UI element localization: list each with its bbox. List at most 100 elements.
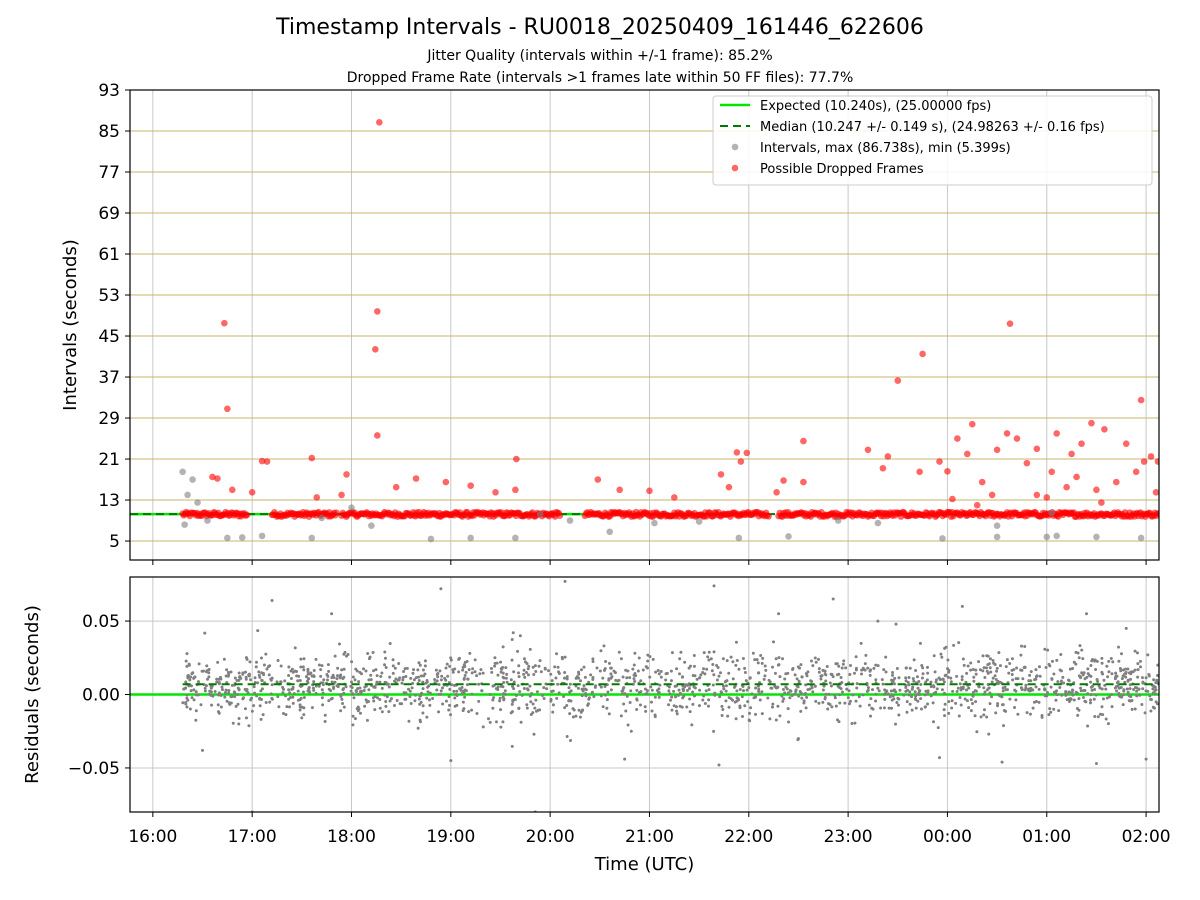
residual-point — [1151, 705, 1155, 709]
residual-point — [974, 689, 978, 693]
residual-point — [473, 658, 477, 662]
residual-point — [1100, 656, 1104, 660]
residual-point — [668, 692, 672, 696]
residual-point — [840, 666, 844, 670]
residual-point — [848, 702, 852, 706]
residual-point — [664, 678, 668, 682]
residual-point — [227, 689, 231, 693]
residual-point — [876, 664, 880, 668]
residual-point — [612, 669, 616, 673]
residual-point — [691, 702, 695, 706]
residual-point — [929, 680, 933, 684]
residual-point — [628, 676, 632, 680]
residual-point — [602, 668, 606, 672]
residual-point — [1100, 670, 1104, 674]
residual-point — [756, 671, 760, 675]
residual-point — [969, 709, 973, 713]
dropped-frame-point — [1147, 453, 1155, 460]
residual-point — [396, 678, 400, 682]
interval-point — [566, 517, 574, 524]
residual-point — [256, 629, 260, 633]
residual-point — [1049, 710, 1053, 714]
residual-point — [1019, 653, 1023, 657]
residual-point — [966, 664, 970, 668]
residual-point — [825, 664, 829, 668]
residual-point — [748, 676, 752, 680]
residual-point — [712, 584, 716, 588]
residual-point — [884, 670, 888, 674]
residual-point — [321, 691, 325, 695]
residual-point — [1077, 656, 1081, 660]
residual-point — [411, 681, 415, 685]
residual-point — [771, 702, 775, 706]
residual-point — [309, 671, 313, 675]
residual-point — [537, 664, 541, 668]
dropped-frame-point — [214, 475, 221, 482]
residual-point — [453, 696, 457, 700]
dropped-frame-point — [944, 468, 951, 475]
residual-point — [959, 703, 963, 707]
residual-point — [874, 663, 878, 667]
residual-point — [916, 686, 920, 690]
interval-point — [427, 535, 435, 543]
residual-point — [492, 696, 496, 700]
residual-point — [1096, 715, 1100, 719]
residual-point — [440, 674, 444, 678]
residual-point — [1084, 700, 1088, 704]
y-axis-label-intervals: Intervals (seconds) — [60, 239, 81, 411]
residual-point — [522, 668, 526, 672]
residual-point — [189, 684, 193, 688]
residual-point — [312, 688, 316, 692]
residual-point — [298, 708, 302, 712]
residual-point — [908, 666, 912, 670]
residual-point — [871, 688, 875, 692]
residual-point — [562, 695, 566, 699]
residual-point — [1104, 717, 1108, 721]
residual-point — [1023, 645, 1027, 649]
residual-point — [1115, 689, 1119, 693]
residual-point — [401, 678, 405, 682]
residual-point — [675, 709, 679, 713]
residual-point — [426, 690, 430, 694]
residual-point — [644, 665, 648, 669]
dropped-frame-point — [1137, 396, 1145, 404]
residual-point — [185, 705, 189, 709]
residual-point — [512, 670, 516, 674]
residual-point — [287, 673, 291, 677]
residual-point — [679, 650, 683, 654]
residual-point — [821, 668, 825, 672]
residual-point — [841, 662, 845, 666]
residual-point — [341, 688, 345, 692]
dropped-frame-point — [765, 513, 772, 520]
residual-point — [1114, 671, 1118, 675]
residual-point — [185, 664, 189, 668]
residual-point — [1038, 674, 1042, 678]
residual-point — [607, 712, 611, 716]
residual-point — [287, 705, 291, 709]
residual-point — [979, 715, 983, 719]
residual-point — [329, 689, 333, 693]
residual-point — [897, 713, 901, 717]
residual-point — [528, 647, 532, 651]
residual-point — [475, 674, 479, 678]
residual-point — [304, 675, 308, 679]
residual-point — [584, 688, 588, 692]
residual-point — [1043, 688, 1047, 692]
residual-point — [1037, 687, 1041, 691]
residual-point — [1122, 688, 1126, 692]
residual-point — [1025, 711, 1029, 715]
dropped-frame-point — [221, 319, 228, 327]
residual-point — [1101, 713, 1105, 717]
dropped-frame-point — [1154, 458, 1159, 465]
residual-point — [450, 683, 454, 687]
y-tick-label: 61 — [98, 245, 120, 265]
residual-point — [1143, 711, 1147, 715]
residual-point — [241, 672, 245, 676]
residual-point — [335, 677, 339, 681]
residual-point — [996, 682, 1000, 686]
residual-point — [724, 679, 728, 683]
residual-point — [1058, 685, 1062, 689]
residual-point — [843, 701, 847, 705]
residual-point — [356, 692, 360, 696]
residual-point — [1069, 697, 1073, 701]
